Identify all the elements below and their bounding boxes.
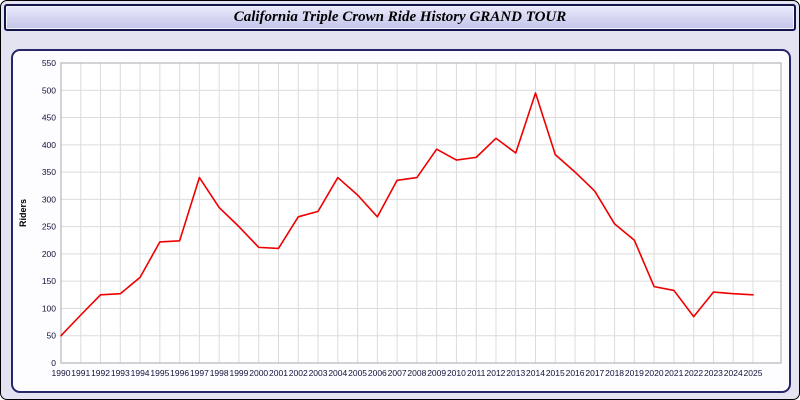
- svg-text:2001: 2001: [269, 368, 288, 378]
- svg-text:1991: 1991: [71, 368, 90, 378]
- svg-text:1993: 1993: [111, 368, 130, 378]
- svg-text:2010: 2010: [447, 368, 466, 378]
- svg-text:2014: 2014: [526, 368, 545, 378]
- svg-text:1990: 1990: [52, 368, 71, 378]
- svg-text:2013: 2013: [506, 368, 525, 378]
- svg-text:2025: 2025: [744, 368, 763, 378]
- svg-text:2024: 2024: [724, 368, 743, 378]
- svg-text:0: 0: [51, 358, 56, 368]
- chart-panel: 0 50 100 150 200 250 300 350 400 450 500 550 1990 199…: [11, 49, 791, 393]
- svg-text:300: 300: [42, 194, 56, 204]
- svg-text:500: 500: [42, 85, 56, 95]
- svg-text:50: 50: [47, 331, 57, 341]
- svg-text:1996: 1996: [170, 368, 189, 378]
- svg-text:2003: 2003: [309, 368, 328, 378]
- svg-text:2002: 2002: [289, 368, 308, 378]
- svg-text:2019: 2019: [625, 368, 644, 378]
- svg-text:1999: 1999: [229, 368, 248, 378]
- svg-text:2011: 2011: [467, 368, 486, 378]
- svg-text:450: 450: [42, 113, 56, 123]
- svg-text:1997: 1997: [190, 368, 209, 378]
- svg-text:550: 550: [42, 58, 56, 68]
- svg-text:2005: 2005: [348, 368, 367, 378]
- svg-text:250: 250: [42, 222, 56, 232]
- svg-text:2007: 2007: [388, 368, 407, 378]
- svg-text:Riders: Riders: [18, 199, 28, 227]
- svg-text:2004: 2004: [328, 368, 347, 378]
- svg-text:2012: 2012: [487, 368, 506, 378]
- svg-text:2021: 2021: [664, 368, 683, 378]
- svg-text:2017: 2017: [585, 368, 604, 378]
- title-bar: California Triple Crown Ride History GRA…: [4, 4, 796, 31]
- page-title: California Triple Crown Ride History GRA…: [233, 9, 567, 25]
- svg-text:2022: 2022: [684, 368, 703, 378]
- svg-text:2015: 2015: [546, 368, 565, 378]
- svg-text:1995: 1995: [150, 368, 169, 378]
- svg-text:2009: 2009: [427, 368, 446, 378]
- svg-text:100: 100: [42, 303, 56, 313]
- svg-text:200: 200: [42, 249, 56, 259]
- svg-text:2016: 2016: [566, 368, 585, 378]
- svg-text:1992: 1992: [91, 368, 110, 378]
- svg-text:1994: 1994: [131, 368, 150, 378]
- svg-text:2020: 2020: [645, 368, 664, 378]
- svg-text:150: 150: [42, 276, 56, 286]
- svg-text:350: 350: [42, 167, 56, 177]
- svg-text:2023: 2023: [704, 368, 723, 378]
- svg-text:400: 400: [42, 140, 56, 150]
- svg-text:2018: 2018: [605, 368, 624, 378]
- svg-text:2000: 2000: [249, 368, 268, 378]
- svg-text:2008: 2008: [407, 368, 426, 378]
- svg-text:1998: 1998: [210, 368, 229, 378]
- svg-text:2006: 2006: [368, 368, 387, 378]
